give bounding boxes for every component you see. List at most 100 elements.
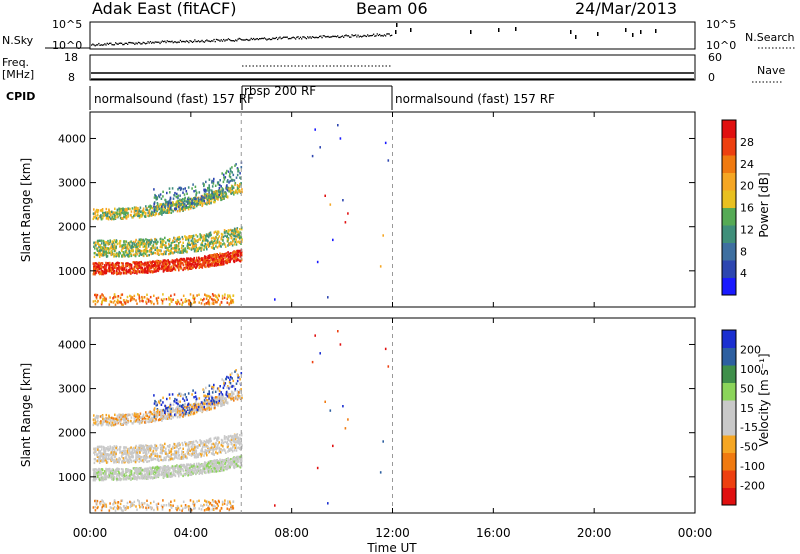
velocity-cell bbox=[176, 446, 178, 449]
power-cell bbox=[102, 214, 104, 217]
power-cell bbox=[100, 249, 103, 252]
power-cell bbox=[113, 215, 116, 218]
power-cell bbox=[175, 246, 178, 250]
velocity-cell bbox=[226, 445, 229, 448]
noise-point bbox=[179, 39, 182, 42]
power-cell bbox=[151, 260, 154, 263]
power-cell bbox=[138, 254, 140, 257]
power-cell bbox=[139, 266, 142, 269]
power-cell bbox=[186, 266, 188, 269]
velocity-cell bbox=[152, 452, 154, 456]
velocity-cell bbox=[118, 477, 121, 481]
power-cell bbox=[132, 253, 135, 257]
velocity-cell bbox=[169, 458, 172, 461]
power-cell bbox=[189, 267, 191, 270]
power-cell bbox=[92, 300, 95, 303]
power-cell bbox=[98, 239, 100, 242]
power-cell bbox=[126, 245, 129, 249]
power-cell bbox=[202, 239, 204, 243]
power-cell bbox=[232, 229, 234, 232]
power-cell bbox=[211, 190, 213, 193]
noise-point bbox=[129, 41, 131, 44]
power-cell bbox=[228, 229, 230, 232]
velocity-cell bbox=[133, 449, 136, 453]
power-cell bbox=[95, 293, 97, 296]
power-cell bbox=[194, 259, 197, 262]
power-cell bbox=[144, 249, 147, 252]
power-cell bbox=[148, 269, 150, 272]
power-cell bbox=[238, 236, 241, 240]
power-cell bbox=[135, 212, 138, 216]
velocity-cell bbox=[148, 459, 150, 463]
power-cell bbox=[187, 257, 190, 260]
noise-point bbox=[169, 40, 171, 43]
velocity-cell bbox=[218, 441, 220, 444]
power-cell bbox=[227, 251, 229, 254]
velocity-cell bbox=[215, 451, 217, 454]
velocity-cell bbox=[109, 446, 111, 449]
power-cell bbox=[123, 215, 125, 219]
velocity-cell bbox=[190, 470, 193, 474]
power-cell bbox=[140, 215, 143, 218]
noise-point bbox=[323, 35, 326, 37]
velocity-cell bbox=[106, 468, 109, 471]
noise-search-point bbox=[498, 28, 500, 32]
power-cell bbox=[137, 269, 139, 272]
velocity-cell bbox=[215, 461, 218, 464]
power-cell bbox=[212, 196, 215, 199]
power-cell bbox=[215, 195, 218, 198]
power-cell bbox=[101, 301, 103, 304]
power-cell bbox=[187, 206, 189, 209]
power-cell bbox=[170, 205, 172, 209]
power-cell bbox=[146, 207, 148, 210]
noise-point bbox=[173, 41, 176, 43]
power-cell bbox=[207, 300, 209, 304]
velocity-cell bbox=[167, 466, 170, 469]
power-cell bbox=[122, 209, 124, 212]
noise-point bbox=[170, 41, 172, 43]
velocity-cell bbox=[102, 472, 104, 475]
power-colorbar-swatch bbox=[722, 120, 736, 138]
power-cell bbox=[192, 294, 195, 297]
velocity-cell bbox=[209, 440, 211, 443]
power-cell bbox=[206, 261, 208, 264]
velocity-cell bbox=[126, 451, 129, 455]
power-cell bbox=[205, 239, 207, 242]
velocity-cell bbox=[226, 461, 228, 464]
power-cell bbox=[119, 207, 121, 211]
velocity-cell bbox=[103, 448, 105, 451]
power-cell bbox=[157, 248, 159, 252]
power-cell bbox=[102, 239, 105, 243]
power-cell bbox=[208, 178, 211, 181]
power-cell bbox=[136, 262, 139, 265]
velocity-cell bbox=[228, 448, 231, 451]
power-cell bbox=[142, 207, 145, 210]
power-cell bbox=[210, 237, 213, 240]
velocity-cell bbox=[227, 466, 230, 470]
power-cell bbox=[205, 180, 207, 184]
velocity-cell bbox=[171, 465, 174, 468]
power-cell bbox=[168, 243, 170, 246]
power-cell bbox=[226, 231, 229, 235]
power-cell bbox=[112, 241, 115, 245]
power-cell bbox=[219, 242, 222, 245]
velocity-cell bbox=[191, 469, 194, 472]
power-cell bbox=[96, 248, 98, 251]
power-cell bbox=[214, 199, 216, 202]
power-cell bbox=[135, 207, 138, 210]
power-cell bbox=[235, 243, 238, 246]
power-cell bbox=[174, 268, 177, 272]
noise-point bbox=[328, 36, 330, 38]
velocity-cell bbox=[163, 473, 165, 476]
velocity-cell bbox=[212, 450, 214, 453]
power-cell bbox=[106, 212, 109, 215]
power-cell bbox=[214, 184, 217, 187]
power-cell bbox=[210, 256, 212, 259]
power-cell bbox=[215, 258, 217, 261]
power-cell bbox=[175, 248, 177, 251]
power-cell bbox=[220, 259, 223, 262]
noise-point bbox=[339, 36, 341, 39]
noise-search-point bbox=[410, 28, 412, 32]
power-cell bbox=[101, 209, 103, 212]
noise-search-point bbox=[655, 29, 657, 33]
